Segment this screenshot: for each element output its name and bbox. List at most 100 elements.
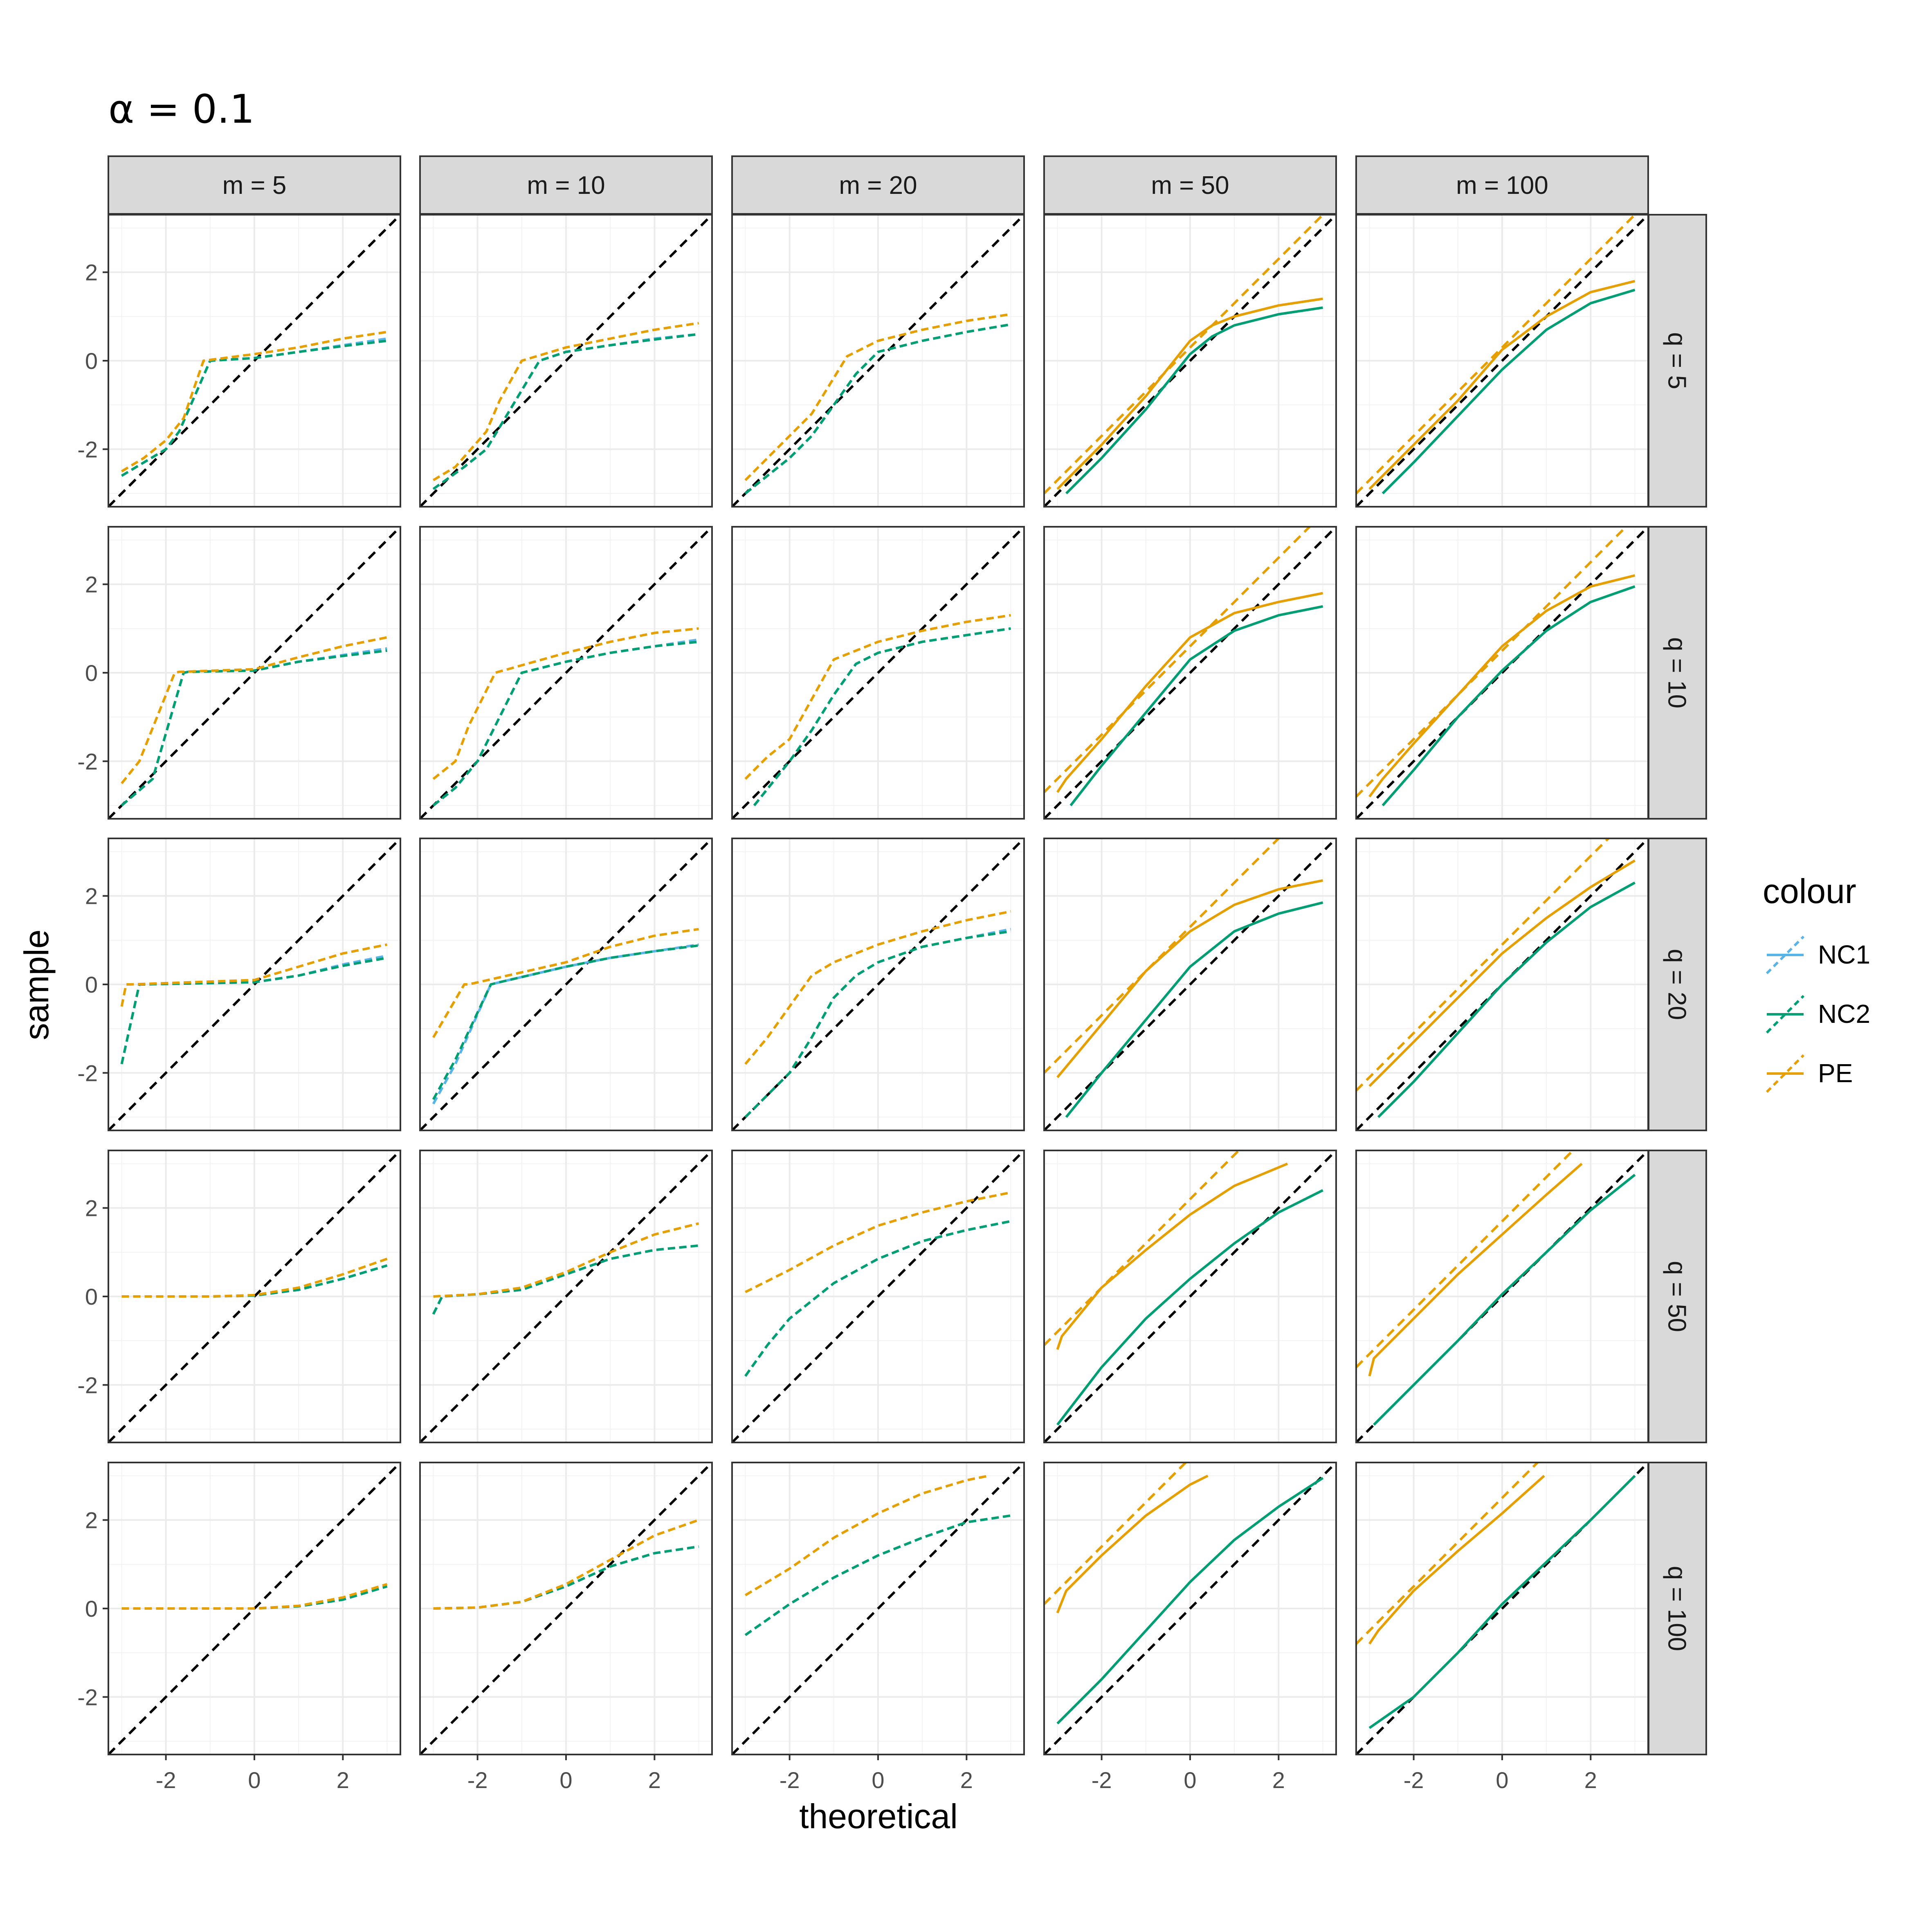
series-line-pe [120,943,388,1007]
panel-m100-q10 [1355,526,1649,820]
series-line-nc2 [1368,1475,1636,1729]
x-tick-label: -2 [1092,1767,1112,1793]
panel-lines [108,215,400,507]
panel-m5-q20 [108,838,401,1131]
x-tick-label: -2 [156,1767,176,1793]
facet-strip-row [1648,1150,1707,1443]
panel-lines [420,1462,712,1755]
series-line-pe [433,1222,699,1298]
panel-lines [1044,838,1336,1130]
facet-strip-col [108,155,401,215]
reference-line [732,838,1024,1130]
reference-line [420,527,712,819]
series-line-nc2 [1377,881,1635,1118]
pe-reference-line [1356,1150,1575,1368]
panel-lines [732,215,1024,507]
pe-reference-line [1044,527,1312,793]
y-tick-label: 2 [85,883,98,909]
facet-strip-col [1043,155,1337,215]
pe-reference-line [1044,1150,1241,1346]
panel-m20-q50 [731,1150,1025,1443]
facet-strip-col [419,155,713,215]
facet-strip-row [1648,838,1707,1131]
panel-m100-q20 [1355,838,1649,1131]
series-line-pe [1368,859,1636,1087]
reference-line [420,838,712,1130]
panel-lines [1044,1462,1336,1755]
series-line-pe [744,1474,989,1597]
panel-lines [732,1150,1024,1442]
panel-border [419,1150,713,1443]
reference-line [1356,215,1648,507]
y-tick-label: -2 [77,748,98,774]
series-line-nc2 [753,627,1011,806]
series-line-pe [1056,297,1323,490]
panel-lines [1044,527,1336,819]
facet-strip-row [1648,1462,1707,1755]
series-line-nc2 [432,640,699,806]
reference-line [1044,1462,1336,1755]
panel-lines [108,838,400,1130]
y-tick-label: 2 [85,260,98,285]
panel-lines [420,527,712,819]
panel-m5-q5 [108,214,401,508]
x-tick-label: 0 [559,1767,572,1793]
panel-m5-q10 [108,526,401,820]
series-line-nc2 [1373,1174,1636,1426]
series-line-pe [432,322,699,481]
y-tick-label: 0 [85,660,98,686]
series-line-nc2 [121,339,387,477]
panel-m20-q100 [731,1462,1025,1755]
panel-lines [1356,527,1648,819]
panel-lines [108,1462,400,1755]
panel-m20-q10 [731,526,1025,820]
panel-lines [108,1150,400,1442]
x-tick-label: 2 [648,1767,661,1793]
panel-lines [108,527,400,819]
panel-border [731,1150,1025,1443]
pe-reference-line [1356,215,1637,494]
reference-line [1044,1150,1336,1442]
legend: colour NC1 NC2 PE [1763,872,1870,1093]
pe-reference-line [1044,215,1325,494]
series-line-pe [121,1258,388,1298]
panel-border [731,526,1025,820]
reference-line [108,215,400,507]
facet-strip-col-label: m = 50 [1151,171,1229,200]
facet-strip-col-label: m = 100 [1456,171,1548,200]
panel-m10-q100 [419,1462,713,1755]
reference-line [732,1462,1024,1755]
panel-lines [420,1150,712,1442]
legend-label-nc1: NC1 [1818,940,1870,969]
y-tick-label: 0 [85,1284,98,1310]
y-tick-label: -2 [77,1060,98,1086]
x-tick-label: 2 [960,1767,973,1793]
reference-line [108,527,400,819]
y-tick-label: -2 [77,436,98,462]
series-line-pe [121,330,387,473]
facet-strip-row [1648,526,1707,820]
panel-lines [1044,1150,1336,1442]
facet-strip-row-label: q = 20 [1663,949,1691,1020]
series-line-nc2 [432,333,699,490]
pe-reference-line [1356,838,1610,1092]
y-tick-label: 0 [85,972,98,997]
x-tick-label: 0 [248,1767,261,1793]
y-tick-label: -2 [77,1684,98,1710]
pe-reference-line [1356,527,1628,798]
facet-strip-row-label: q = 50 [1663,1261,1691,1332]
panel-lines [420,215,712,507]
x-tick-label: -2 [780,1767,800,1793]
facet-strip-row-label: q = 10 [1663,637,1691,708]
reference-line [420,1150,712,1442]
panel-m10-q20 [419,838,713,1131]
x-tick-label: 0 [1496,1767,1508,1793]
series-line-nc2 [1065,306,1323,494]
series-line-nc2 [121,649,387,806]
facet-strip-col-label: m = 20 [839,171,917,200]
facet-strip-row [1648,214,1707,508]
facet-strip-row-label: q = 5 [1663,332,1691,389]
series-line-pe [745,1191,1011,1293]
y-tick-label: 0 [85,348,98,374]
